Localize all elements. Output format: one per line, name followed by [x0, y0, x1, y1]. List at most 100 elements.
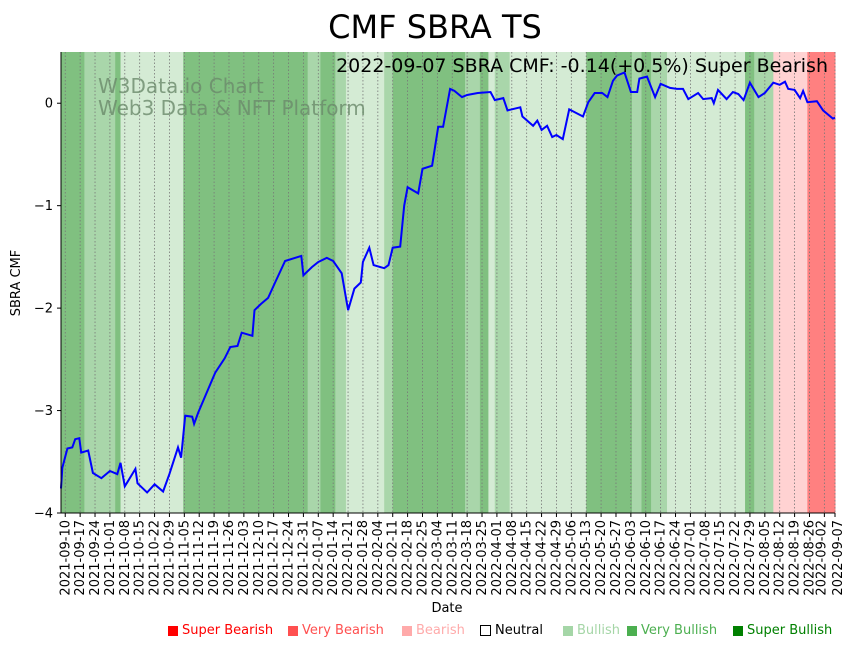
band-bullish	[345, 52, 385, 513]
legend-item: Super Bullish	[733, 623, 832, 638]
x-tick-label: 2022-09-02	[814, 520, 829, 596]
x-tick-label: 2022-08-12	[773, 520, 788, 596]
x-tick-label: 2022-07-29	[743, 520, 758, 596]
legend-swatch	[288, 625, 298, 636]
x-tick-label: 2022-03-25	[475, 520, 490, 596]
x-tick-label: 2021-11-19	[207, 520, 222, 596]
watermark-line-2: Web3 Data & NFT Platform	[98, 96, 366, 120]
legend-swatch	[733, 625, 743, 636]
band-super-bullish	[320, 52, 336, 513]
x-tick-label: 2022-02-11	[386, 520, 401, 596]
band-very-bullish	[754, 52, 774, 513]
legend-item: Bearish	[402, 623, 465, 638]
x-tick-label: 2021-12-31	[296, 520, 311, 596]
x-tick-label: 2021-10-08	[118, 520, 133, 596]
x-tick-label: 2021-12-03	[237, 520, 252, 596]
legend-swatch	[563, 625, 573, 636]
legend-label: Neutral	[495, 623, 543, 638]
y-axis-label: SBRA CMF	[9, 250, 24, 316]
latest-value-annotation: 2022-09-07 SBRA CMF: -0.14(+0.5%) Super …	[336, 55, 828, 77]
band-super-bearish	[807, 52, 836, 513]
x-tick-label: 2021-10-01	[103, 520, 118, 596]
band-bullish	[509, 52, 587, 513]
x-tick-label: 2022-07-22	[728, 520, 743, 596]
x-tick-label: 2022-01-14	[326, 520, 341, 596]
band-super-bullish	[115, 52, 122, 513]
x-tick-label: 2021-11-26	[222, 520, 237, 596]
chart-title: CMF SBRA TS	[328, 8, 542, 46]
watermark-line-1: W3Data.io Chart	[98, 74, 264, 98]
band-very-bullish	[465, 52, 481, 513]
x-tick-label: 2022-06-10	[639, 520, 654, 596]
x-tick-label: 2022-01-21	[341, 520, 356, 596]
x-tick-label: 2022-04-01	[490, 520, 505, 596]
legend-swatch	[168, 625, 178, 636]
x-tick-label: 2022-04-22	[535, 520, 550, 596]
x-tick-label: 2022-08-19	[788, 520, 803, 596]
x-tick-label: 2022-08-05	[758, 520, 773, 596]
y-tick-label: 0	[45, 97, 53, 112]
band-super-bullish	[61, 52, 85, 513]
band-super-bullish	[392, 52, 466, 513]
x-tick-label: 2021-12-10	[252, 520, 267, 596]
band-very-bullish	[84, 52, 116, 513]
legend-item: Neutral	[480, 623, 543, 638]
x-tick-label: 2022-08-26	[802, 520, 817, 596]
x-tick-label: 2021-12-24	[282, 520, 297, 596]
x-tick-label: 2021-11-12	[192, 520, 207, 596]
band-very-bullish	[651, 52, 668, 513]
legend-item: Very Bullish	[627, 623, 717, 638]
cmf-line	[60, 71, 836, 494]
sentiment-bands	[61, 52, 836, 513]
legend-item: Very Bearish	[288, 623, 384, 638]
x-tick-label: 2022-07-15	[713, 520, 728, 596]
legend-label: Super Bullish	[747, 623, 833, 638]
x-tick-label: 2022-07-01	[683, 520, 698, 596]
x-tick-label: 2022-03-04	[430, 520, 445, 596]
x-tick-label: 2022-05-20	[594, 520, 609, 596]
x-tick-label: 2022-02-25	[415, 520, 430, 596]
legend-label: Very Bearish	[302, 623, 384, 638]
x-tick-label: 2022-02-18	[401, 520, 416, 596]
x-tick-label: 2022-03-11	[445, 520, 460, 596]
legend-label: Super Bearish	[182, 623, 274, 638]
x-tick-label: 2022-01-07	[311, 520, 326, 596]
band-very-bullish	[494, 52, 511, 513]
band-super-bullish	[183, 52, 309, 513]
x-tick-label: 2021-09-17	[73, 520, 88, 596]
x-tick-label: 2021-10-29	[162, 520, 177, 596]
legend-item: Bullish	[563, 623, 620, 638]
band-super-bullish	[586, 52, 633, 513]
x-tick-label: 2022-01-28	[356, 520, 371, 596]
x-tick-label: 2021-10-22	[148, 520, 163, 596]
band-super-bullish	[745, 52, 755, 513]
band-bullish	[667, 52, 746, 513]
band-super-bullish	[479, 52, 489, 513]
x-tick-label: 2022-05-06	[564, 520, 579, 596]
y-tick-label: −1	[34, 199, 53, 214]
legend-swatch	[480, 625, 491, 636]
band-very-bullish	[384, 52, 394, 513]
legend-swatch	[627, 625, 637, 636]
band-bullish	[488, 52, 496, 513]
legend-label: Very Bullish	[641, 623, 718, 638]
legend-swatch	[402, 625, 412, 636]
y-tick-label: −4	[34, 507, 53, 522]
x-tick-label: 2021-12-17	[267, 520, 282, 596]
x-tick-label: 2021-11-05	[177, 520, 192, 596]
x-tick-label: 2021-10-15	[133, 520, 148, 596]
legend-label: Bearish	[416, 623, 465, 638]
x-tick-label: 2021-09-10	[58, 520, 73, 596]
y-tick-label: −3	[34, 404, 53, 419]
legend-item: Super Bearish	[168, 623, 273, 638]
legend-label: Bullish	[577, 623, 621, 638]
band-very-bullish	[335, 52, 347, 513]
x-tick-label: 2022-05-13	[579, 520, 594, 596]
x-tick-label: 2022-06-17	[654, 520, 669, 596]
x-tick-label: 2022-04-29	[549, 520, 564, 596]
band-very-bullish	[631, 52, 642, 513]
y-ticks: 0 −1 −2 −3 −4	[34, 97, 61, 522]
x-tick-label: 2022-09-07	[831, 520, 846, 596]
x-tick-label: 2022-06-24	[669, 520, 684, 596]
